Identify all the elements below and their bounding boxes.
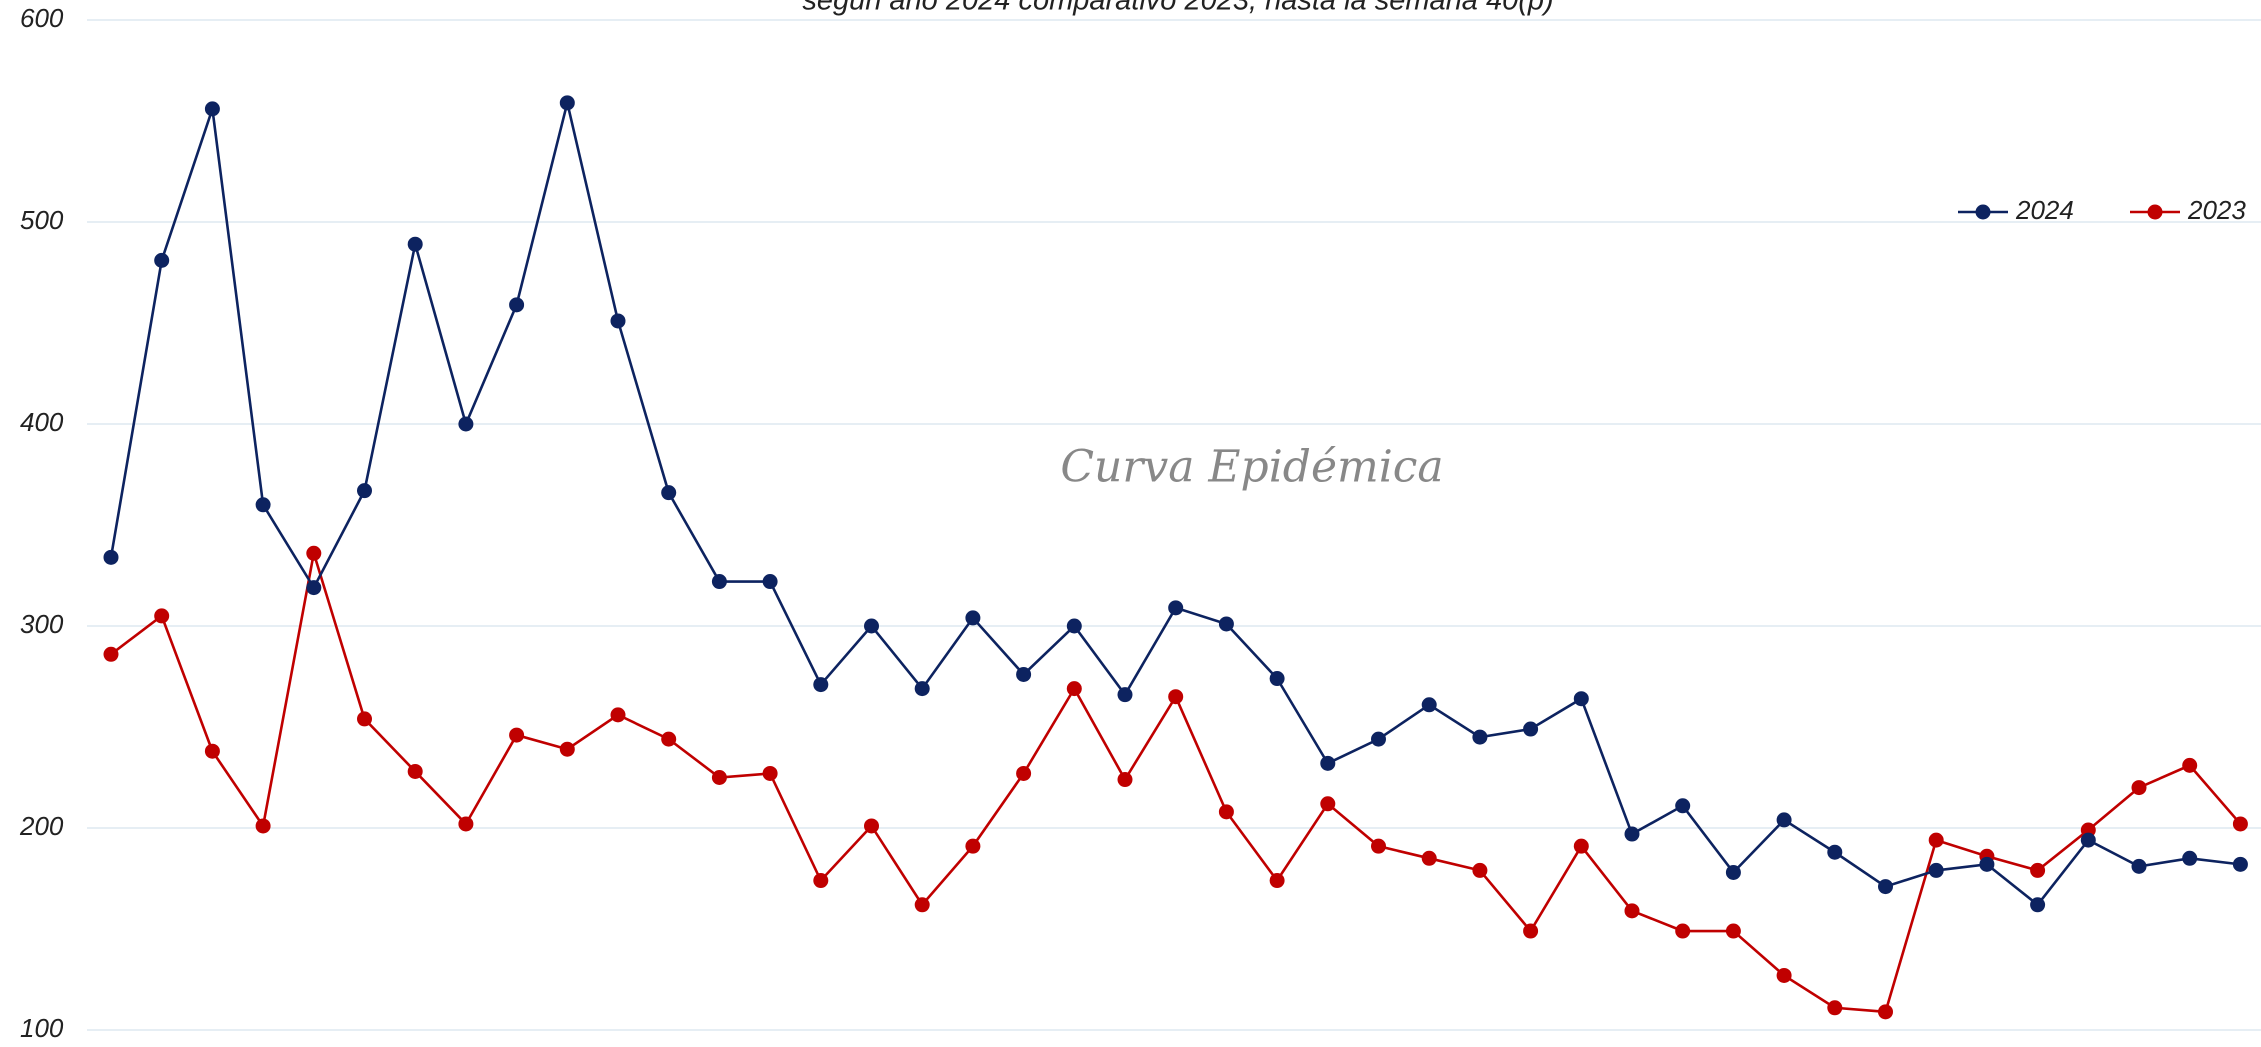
marker xyxy=(1523,923,1539,939)
marker xyxy=(154,252,170,268)
marker xyxy=(1066,618,1082,634)
marker xyxy=(204,101,220,117)
marker xyxy=(306,545,322,561)
marker xyxy=(2232,856,2248,872)
y-tick-label: 500 xyxy=(20,205,64,235)
marker xyxy=(509,297,525,313)
y-tick-label: 100 xyxy=(20,1013,64,1043)
marker xyxy=(1573,691,1589,707)
marker xyxy=(1269,671,1285,687)
marker xyxy=(357,711,372,727)
marker xyxy=(864,818,879,834)
marker xyxy=(965,610,981,626)
marker xyxy=(559,95,575,111)
y-tick-label: 300 xyxy=(20,609,64,639)
legend-marker xyxy=(2147,204,2163,220)
marker xyxy=(255,497,271,513)
marker xyxy=(154,608,170,624)
marker xyxy=(1472,862,1488,878)
marker xyxy=(407,236,423,252)
marker xyxy=(1573,838,1589,854)
marker xyxy=(458,816,474,832)
y-tick-label: 200 xyxy=(19,811,64,841)
marker xyxy=(1472,729,1488,745)
marker xyxy=(661,731,677,747)
marker xyxy=(2080,832,2096,848)
marker xyxy=(762,574,778,590)
watermark: Curva Epidémica xyxy=(1060,442,1443,493)
marker xyxy=(1878,879,1893,895)
marker xyxy=(255,818,271,834)
marker xyxy=(1776,967,1792,983)
marker xyxy=(103,549,119,565)
marker xyxy=(1269,873,1285,889)
marker xyxy=(1117,772,1133,788)
marker xyxy=(204,743,220,759)
marker xyxy=(2131,780,2147,796)
marker xyxy=(1675,923,1691,939)
marker xyxy=(2232,816,2248,832)
marker xyxy=(711,574,727,590)
marker xyxy=(914,681,930,697)
marker xyxy=(661,485,677,501)
marker xyxy=(1320,796,1336,812)
marker xyxy=(1725,864,1741,880)
marker xyxy=(2131,858,2147,874)
marker xyxy=(1371,731,1386,747)
marker xyxy=(1168,689,1184,705)
marker xyxy=(1624,903,1640,919)
marker xyxy=(762,765,778,781)
marker xyxy=(965,838,981,854)
marker xyxy=(1827,844,1843,860)
marker xyxy=(103,646,119,662)
marker xyxy=(1218,616,1234,632)
marker xyxy=(1117,687,1133,703)
marker xyxy=(1624,826,1640,842)
marker xyxy=(813,677,829,693)
legend-label: 2023 xyxy=(2187,195,2246,225)
marker xyxy=(1016,666,1032,682)
marker xyxy=(1928,832,1944,848)
marker xyxy=(1523,721,1539,737)
marker xyxy=(458,416,474,432)
marker xyxy=(1218,804,1234,820)
marker xyxy=(2030,862,2046,878)
marker xyxy=(610,313,626,329)
marker xyxy=(1725,923,1741,939)
y-tick-label: 400 xyxy=(20,407,64,437)
marker xyxy=(2182,850,2198,866)
marker xyxy=(1928,862,1944,878)
series-line xyxy=(109,102,2241,907)
marker xyxy=(610,707,626,723)
marker xyxy=(2030,897,2046,913)
chart-title: según año 2024 comparativo 2023, hasta l… xyxy=(802,0,1553,17)
legend-marker xyxy=(1975,204,1991,220)
y-tick-label: 600 xyxy=(20,3,64,33)
marker xyxy=(1421,697,1437,713)
marker xyxy=(1827,1000,1843,1016)
marker xyxy=(1878,1004,1893,1020)
marker xyxy=(1320,755,1336,771)
marker xyxy=(559,741,575,757)
marker xyxy=(2182,757,2198,773)
marker xyxy=(509,727,525,743)
series-line xyxy=(110,552,2242,1014)
marker xyxy=(1016,765,1032,781)
marker xyxy=(1066,681,1082,697)
marker xyxy=(306,580,322,596)
marker xyxy=(1776,812,1792,828)
marker xyxy=(1979,856,1995,872)
marker xyxy=(914,897,930,913)
marker xyxy=(1168,600,1184,616)
marker xyxy=(357,483,372,499)
marker xyxy=(711,770,727,785)
legend-label: 2024 xyxy=(2015,195,2074,225)
marker xyxy=(1421,850,1437,866)
marker xyxy=(864,618,879,634)
marker xyxy=(1675,798,1691,814)
marker xyxy=(1371,838,1386,854)
marker xyxy=(813,873,829,889)
marker xyxy=(407,763,423,779)
